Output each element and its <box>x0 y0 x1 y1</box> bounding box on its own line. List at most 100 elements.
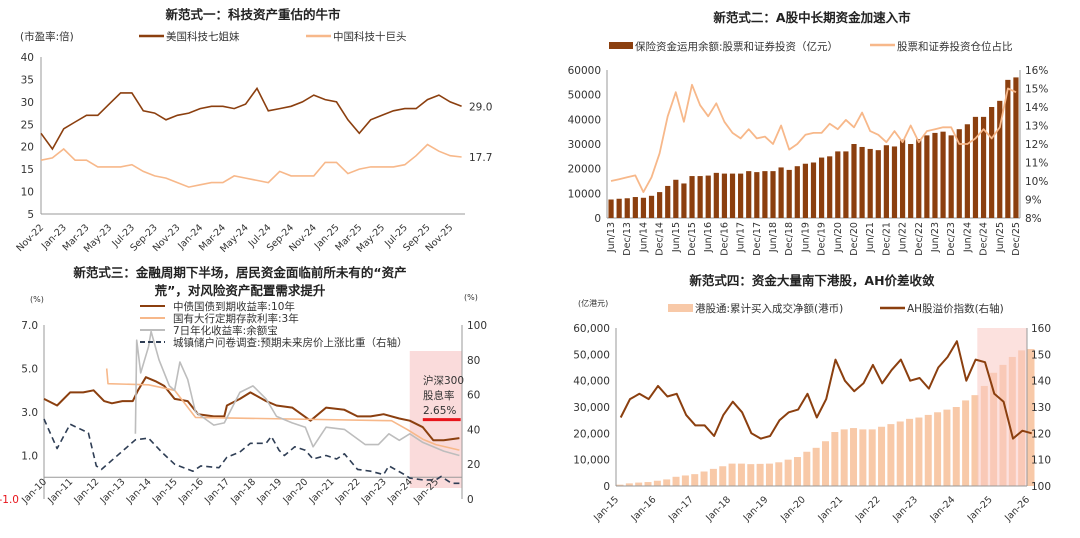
chart4-x-tick: Jan-18 <box>703 494 733 524</box>
chart2-y2-tick: 14% <box>1025 102 1048 114</box>
chart2-bar <box>891 146 898 218</box>
chart2-bar <box>859 146 865 218</box>
chart4-x-tick: Jan-19 <box>741 494 771 524</box>
chart3-ylabel: (%) <box>30 295 44 304</box>
chart4-bar <box>962 400 970 486</box>
chart2-bar <box>818 157 825 218</box>
chart1-end-label-cn: 17.7 <box>469 152 492 164</box>
chart1-series-cn-line <box>40 143 462 188</box>
chart2-x-tick: Jun/20 <box>833 222 844 253</box>
chart2-y2-tick: 9% <box>1025 195 1042 207</box>
chart4-bar <box>747 464 755 486</box>
chart4-bar <box>934 412 942 486</box>
chart2-x-tick: Dec/23 <box>946 222 957 256</box>
chart2-y2-tick: 11% <box>1025 158 1048 170</box>
chart3-x-tick: Jan-14 <box>124 477 154 507</box>
chart2-ratio-line <box>610 83 1017 193</box>
chart4-bar <box>728 463 736 486</box>
chart4-bar <box>878 426 886 486</box>
chart4-bar <box>906 418 914 486</box>
chart2-bar <box>851 144 857 218</box>
chart2-y-tick: 60000 <box>568 65 601 77</box>
chart2-x-tick: Dec/24 <box>979 222 990 256</box>
chart3-y-tick: 3.0 <box>21 407 38 419</box>
chart3-x-tick: Jan-15 <box>150 477 180 507</box>
chart2-bar <box>980 116 987 218</box>
chart2-x-tick: Jun/25 <box>995 222 1006 253</box>
chart2-x-tick: Jun/16 <box>703 222 714 253</box>
chart2-title: 新范式二：A股中长期资金加速入市 <box>713 10 911 25</box>
chart3-x-tick: Jan-12 <box>72 477 102 507</box>
chart2-y-tick: 10000 <box>568 188 601 200</box>
chart4-bar <box>775 462 783 486</box>
chart3-legend-item: 国有大行定期存款利率:3年 <box>173 312 299 325</box>
chart2-x-tick: Jun/22 <box>898 222 909 253</box>
chart4-bar <box>924 414 932 486</box>
chart3-x-tick: Jan-17 <box>202 477 232 507</box>
chart2-legend-line: 股票和证券投资仓位占比 <box>897 40 1013 53</box>
chart3-y2-tick: 100 <box>467 320 487 332</box>
chart2-bar <box>762 171 768 218</box>
chart2-x-tick: Dec/15 <box>687 222 698 256</box>
chart1-legend-us: 美国科技七姐妹 <box>166 30 240 43</box>
chart2-x-tick: Jun/14 <box>638 222 649 253</box>
chart2-bar <box>673 179 679 218</box>
chart4-y2-tick: 140 <box>1031 376 1051 388</box>
chart2-bar <box>616 198 622 218</box>
chart2-bar <box>770 171 776 218</box>
chart4-highlight-region <box>977 328 1027 486</box>
chart2-x-tick: Dec/19 <box>817 222 828 256</box>
chart4-y-tick: 40,000 <box>573 376 610 388</box>
chart1-y-tick: 40 <box>21 52 34 64</box>
chart2-bar <box>802 163 809 218</box>
chart4-x-tick: Jan-21 <box>815 494 845 524</box>
chart2-y-tick: 50000 <box>568 90 601 102</box>
chart4-y2-tick: 130 <box>1031 402 1051 414</box>
chart3-x-tick: Jan-10 <box>19 477 49 507</box>
chart2-bar <box>632 197 638 218</box>
chart2-bar <box>721 173 728 218</box>
chart3-annotation-line2: 股息率 <box>423 389 455 402</box>
chart4-bar <box>952 407 960 486</box>
chart2-bar <box>827 156 833 218</box>
chart2-bar <box>932 132 938 218</box>
chart4-bar <box>784 459 792 486</box>
chart2-y2-tick: 8% <box>1025 213 1042 225</box>
chart1-y-tick: 35 <box>21 74 34 86</box>
chart2-bar <box>883 145 889 218</box>
chart3-house-price-expectation-line <box>43 418 460 485</box>
chart4-bar <box>765 463 773 486</box>
chart1-y-tick: 15 <box>21 164 34 176</box>
chart1-y-tick: 30 <box>21 97 34 109</box>
chart4-bar <box>840 429 848 486</box>
chart2-bar <box>794 166 800 218</box>
chart3-y2-tick: 0 <box>467 494 474 506</box>
chart4-legend-line: AH股溢价指数(右轴) <box>907 302 1004 315</box>
chart2-bar <box>989 107 995 218</box>
chart2-bar <box>648 195 655 218</box>
chart2-y2-tick: 10% <box>1025 176 1048 188</box>
chart4-x-tick: Jan-16 <box>629 494 659 524</box>
chart3-annotation-line1: 沪深300 <box>423 374 464 387</box>
chart4-bar <box>700 471 708 486</box>
chart2-x-tick: Dec/16 <box>719 222 730 256</box>
chart2-bar <box>835 151 841 218</box>
chart3-title-line1: 新范式三：金融周期下半场，居民资金面临前所未有的“资产 <box>73 265 406 280</box>
chart2-x-tick: Jun/17 <box>736 222 747 253</box>
chart4-x-tick: Jan-22 <box>853 494 883 524</box>
chart4-bar <box>625 483 633 486</box>
chart4-bar <box>887 424 895 486</box>
chart3-x-tick: Jan-21 <box>307 477 337 507</box>
chart2-bar <box>964 124 970 218</box>
chart3-y2-tick: 40 <box>467 424 480 436</box>
chart4-bar <box>756 463 764 486</box>
chart3-y-tick: 1.0 <box>21 451 38 463</box>
chart4-x-tick: Jan-24 <box>928 494 958 524</box>
chart3-legend-item: 中债国债到期收益率:10年 <box>173 300 295 313</box>
chart1-series-us-line <box>40 86 462 151</box>
chart4-y-tick: 60,000 <box>573 323 610 335</box>
chart2-x-tick: Dec/13 <box>622 222 633 256</box>
chart2-y-tick: 0 <box>594 213 601 225</box>
chart1-y-tick: 25 <box>21 119 34 131</box>
chart2-bar <box>624 198 630 218</box>
